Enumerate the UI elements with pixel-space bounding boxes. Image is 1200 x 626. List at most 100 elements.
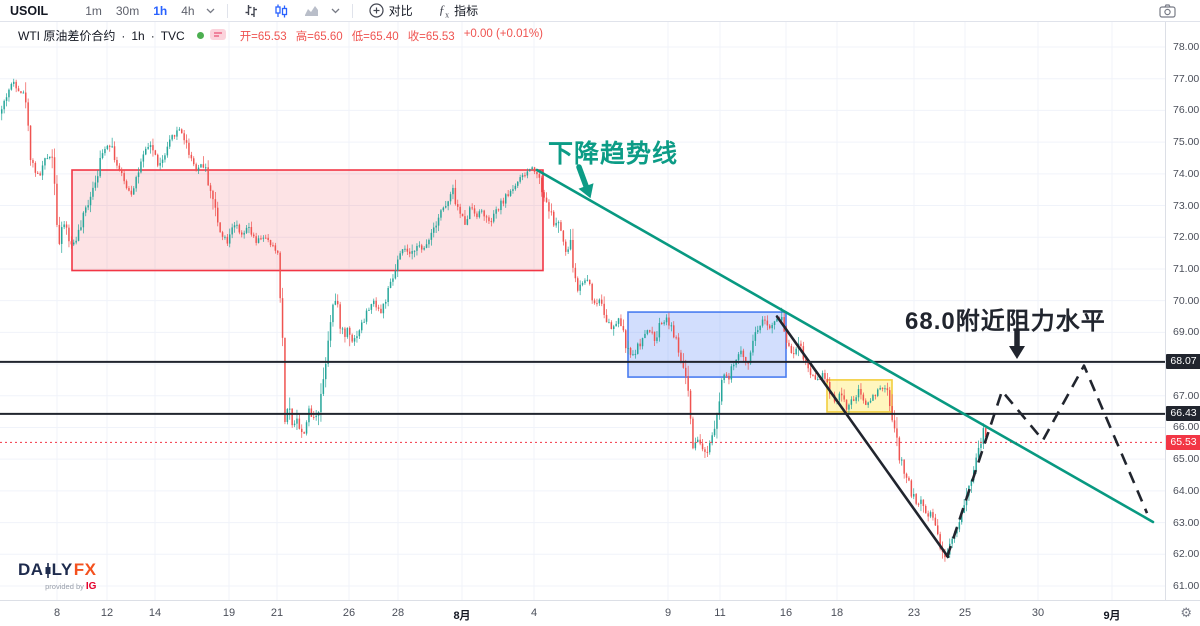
candle-body — [605, 314, 608, 323]
chevron-down-icon[interactable] — [331, 8, 340, 14]
candle-body — [872, 395, 874, 401]
hollow-candles-chart-type-icon[interactable] — [268, 4, 294, 18]
range-red-box — [71, 169, 544, 272]
candle-body — [437, 217, 440, 226]
candle-body — [394, 270, 397, 279]
candle-body — [440, 210, 442, 218]
candle-body — [34, 162, 37, 173]
chevron-down-icon[interactable] — [206, 8, 215, 14]
price-axis[interactable]: 61.00 62.00 63.00 64.00 65.00 66.00 67.00 69.00… — [1165, 22, 1200, 600]
candle-body — [281, 298, 284, 338]
candle-body — [646, 330, 649, 334]
candle-body — [545, 197, 548, 203]
candle-body — [603, 303, 605, 315]
candle-body — [807, 362, 809, 369]
candle-body — [824, 373, 826, 379]
timeframe-30m[interactable]: 30m — [115, 3, 140, 18]
candle-body — [740, 350, 742, 355]
candle-body — [353, 338, 356, 342]
candle-body — [932, 512, 934, 518]
candle-body — [277, 250, 279, 253]
candle-body — [411, 251, 413, 254]
candle-body — [87, 205, 89, 208]
candle-body — [800, 343, 802, 347]
candle-body — [284, 337, 286, 422]
candle-body — [853, 399, 855, 401]
timeframe-4h[interactable]: 4h — [181, 3, 195, 18]
price-tick-label: 76.00 — [1173, 104, 1200, 117]
low-value: 低=65.40 — [351, 30, 399, 43]
settings-gear-icon[interactable]: ⚙ — [1180, 605, 1192, 620]
candle-body — [591, 283, 593, 301]
candle-body — [886, 388, 889, 391]
candle-body — [169, 139, 171, 147]
candle-body — [673, 325, 675, 338]
candle-body — [224, 236, 226, 238]
candle-body — [843, 395, 845, 400]
symbol-name[interactable]: USOIL — [10, 3, 49, 18]
price-tick-label: 70.00 — [1173, 294, 1200, 307]
candle-body — [236, 224, 238, 226]
timeframe-1h[interactable]: 1h — [153, 3, 168, 18]
price-badge: 65.53 — [1166, 434, 1200, 450]
screenshot-camera-icon[interactable] — [1159, 3, 1176, 18]
price-badge: 66.43 — [1166, 406, 1200, 422]
price-tick-label: 65.00 — [1173, 453, 1200, 466]
candle-body — [241, 232, 243, 235]
candle-body — [298, 418, 301, 429]
candle-body — [229, 234, 231, 244]
candle-body — [233, 225, 236, 228]
time-tick-label: 14 — [148, 607, 162, 619]
candle-body — [289, 408, 291, 410]
candle-body — [656, 337, 658, 341]
candle-body — [677, 337, 680, 353]
candle-body — [123, 173, 125, 182]
area-chart-type-icon[interactable] — [298, 4, 325, 17]
candle-body — [404, 248, 406, 250]
time-tick-label: 16 — [779, 607, 793, 619]
candle-body — [471, 207, 473, 209]
resistance-annotation: 68.0附近阻力水平 — [905, 308, 1106, 335]
legend-title[interactable]: WTI 原油差价合约 — [18, 29, 116, 43]
bars-chart-type-icon[interactable] — [238, 4, 264, 18]
candle-body — [101, 153, 104, 158]
indicators-button[interactable]: ƒx 指标 — [433, 2, 485, 20]
candle-body — [526, 171, 529, 176]
candle-body — [303, 432, 305, 434]
candle-body — [82, 212, 85, 228]
candle-body — [961, 512, 963, 523]
price-tick-label: 72.00 — [1173, 231, 1200, 244]
price-tick-label: 62.00 — [1173, 548, 1200, 561]
candle-body — [457, 204, 459, 207]
price-tick-label: 66.00 — [1173, 421, 1200, 434]
candle-body — [929, 512, 932, 517]
candle-body — [493, 213, 495, 222]
candle-body — [322, 379, 325, 394]
candle-body — [133, 188, 135, 195]
candle-body — [274, 245, 277, 251]
time-axis[interactable]: ⚙ 8 12 14 19 21 26 28 8月 4 9 11 16 18 23 25 30 9月 — [0, 600, 1200, 626]
legend-exchange: TVC — [160, 28, 185, 43]
timeframe-1m[interactable]: 1m — [85, 3, 102, 18]
candle-body — [104, 148, 106, 154]
candle-body — [680, 352, 682, 362]
candle-body — [425, 244, 428, 248]
candle-body — [757, 330, 759, 333]
candle-body — [478, 211, 481, 218]
compare-button[interactable]: 对比 — [363, 2, 419, 19]
candle-body — [817, 378, 819, 380]
candle-body — [61, 227, 63, 244]
candle-body — [245, 227, 248, 233]
candle-body — [65, 224, 68, 228]
candle-body — [581, 283, 584, 285]
candle-body — [682, 361, 685, 368]
candle-body — [769, 325, 771, 329]
candle-body — [483, 210, 485, 217]
candle-body — [217, 207, 219, 223]
candle-body — [596, 303, 598, 305]
candle-body — [598, 299, 601, 304]
candle-body — [385, 302, 387, 304]
candle-body — [809, 368, 812, 375]
candle-body — [663, 322, 665, 324]
